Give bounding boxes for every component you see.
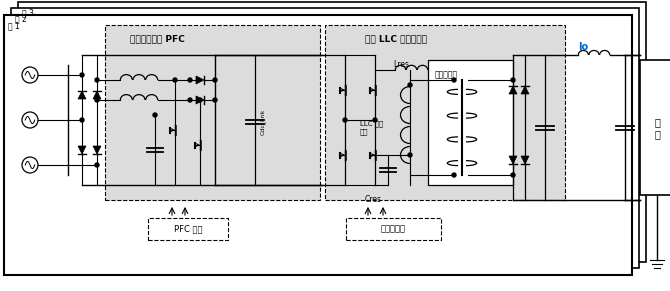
Circle shape [80,118,84,122]
Circle shape [452,173,456,177]
Bar [105,25,320,200]
FancyArrowPatch shape [341,154,344,156]
Bar [346,218,441,240]
Circle shape [452,78,456,82]
Text: Cres: Cres [365,195,382,204]
Circle shape [198,98,202,102]
Circle shape [153,113,157,117]
Polygon shape [93,91,101,99]
Circle shape [95,163,99,167]
FancyArrowPatch shape [341,89,344,91]
Bar [18,2,646,262]
Bar [428,60,513,185]
Circle shape [80,73,84,77]
Polygon shape [93,146,101,154]
Circle shape [511,78,515,82]
Bar [11,8,639,268]
Circle shape [343,118,347,122]
Circle shape [95,78,99,82]
Polygon shape [521,156,529,164]
Circle shape [188,78,192,82]
Circle shape [95,98,99,102]
Text: Io: Io [578,42,588,52]
Circle shape [188,98,192,102]
Circle shape [408,153,412,157]
Polygon shape [509,156,517,164]
Text: 相 3: 相 3 [22,8,34,17]
Bar [4,15,632,275]
Polygon shape [78,91,86,99]
Text: 电
池: 电 池 [654,117,660,139]
Polygon shape [196,96,204,104]
Text: 单向 LLC 全桥转换器: 单向 LLC 全桥转换器 [365,34,427,43]
Text: Lres: Lres [393,60,409,69]
FancyArrowPatch shape [196,144,199,146]
Text: 隔离变压器: 隔离变压器 [435,70,458,79]
Text: 相 1: 相 1 [8,21,19,30]
Text: PFC 控制: PFC 控制 [174,224,202,233]
Circle shape [213,98,217,102]
Bar [640,60,670,195]
Text: 相 2: 相 2 [15,14,27,23]
Polygon shape [78,146,86,154]
Text: 传统的交错式 PFC: 传统的交错式 PFC [130,34,185,43]
Polygon shape [196,76,204,84]
Bar [148,218,228,240]
Circle shape [511,173,515,177]
Text: Cdc_link: Cdc_link [260,109,266,135]
Circle shape [213,78,217,82]
Bar [325,25,565,200]
Text: 初级侧门控: 初级侧门控 [381,224,405,233]
Circle shape [373,118,377,122]
FancyArrowPatch shape [171,129,174,132]
Polygon shape [509,86,517,94]
Circle shape [408,83,412,87]
FancyArrowPatch shape [371,89,374,91]
FancyArrowPatch shape [371,154,374,156]
Polygon shape [521,86,529,94]
Circle shape [173,78,177,82]
Text: LLC 储能
电路: LLC 储能 电路 [360,120,383,135]
